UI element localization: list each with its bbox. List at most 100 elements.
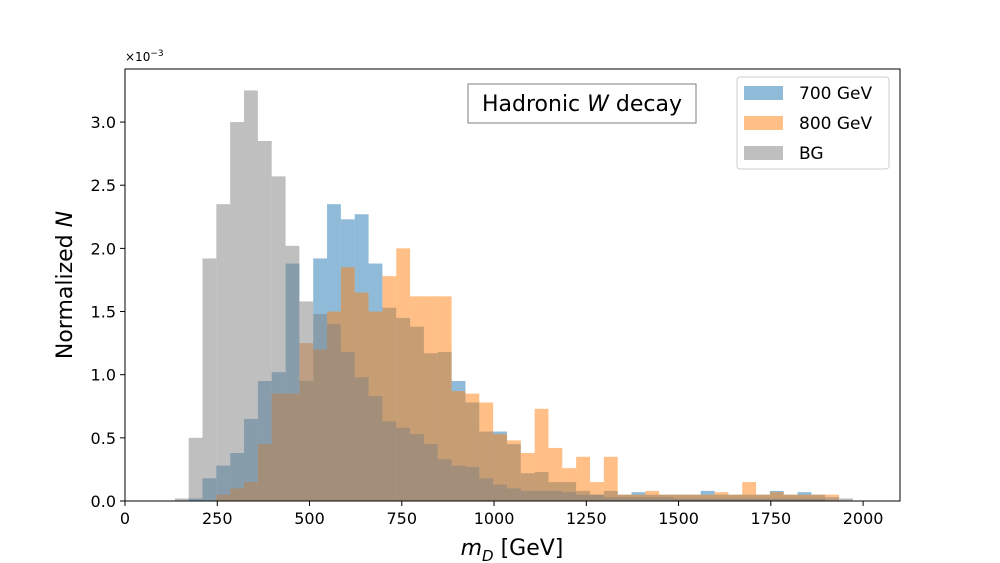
histogram-bar	[465, 466, 480, 501]
histogram-bar	[797, 498, 812, 501]
histogram-bar	[728, 498, 743, 501]
legend-swatch	[744, 146, 783, 160]
annotation-box: Hadronic W decay	[467, 83, 697, 124]
histogram-bar	[285, 245, 300, 501]
histogram-bar	[756, 494, 770, 501]
histogram-bar	[783, 498, 798, 501]
legend-label: 700 GeV	[799, 84, 872, 104]
histogram-bar	[244, 90, 258, 501]
histogram-bar	[174, 498, 189, 501]
histogram-bar	[340, 351, 355, 501]
x-tick-label: 500	[294, 509, 325, 528]
annotation-frame	[467, 83, 697, 124]
y-offset-label: ×10−3	[125, 49, 164, 64]
histogram-bar	[645, 497, 660, 501]
histogram-bar	[673, 494, 687, 501]
histogram-bar	[534, 408, 549, 501]
y-tick-label: 0.5	[91, 429, 116, 448]
histogram-bar	[673, 498, 687, 501]
y-tick-label: 2.5	[91, 176, 116, 195]
histogram-bar	[769, 492, 784, 501]
histogram-bar	[576, 456, 590, 501]
plot-frame	[124, 68, 901, 502]
histogram-bar	[603, 497, 618, 501]
histogram-bar	[520, 453, 535, 501]
histogram-bar	[493, 484, 507, 501]
histogram-bar	[271, 176, 286, 501]
y-axis-label: Normalized N	[53, 211, 78, 359]
legend-swatch	[744, 86, 783, 100]
histogram-bar	[216, 204, 231, 501]
histogram-bar	[423, 444, 438, 501]
histogram-bar	[700, 498, 715, 501]
histogram-bar	[382, 421, 397, 501]
histogram-bar	[562, 492, 577, 501]
histogram-bar	[714, 498, 729, 501]
histogram-bar	[548, 490, 563, 501]
x-tick-label: 0	[120, 509, 130, 528]
x-tick-label: 1250	[566, 509, 607, 528]
histogram-bar	[548, 447, 563, 501]
histogram-bar	[520, 490, 535, 501]
histogram-bar	[410, 434, 424, 501]
histogram-bar	[202, 258, 217, 501]
histogram-bar	[479, 402, 494, 501]
histogram-bar	[368, 396, 383, 501]
histogram-bar	[188, 437, 203, 501]
bars-layer	[174, 90, 853, 502]
y-tick-label: 3.0	[91, 113, 116, 132]
histogram-bar	[811, 494, 826, 501]
histogram-bar	[686, 498, 701, 501]
histogram-bar	[437, 296, 452, 501]
histogram-bar	[783, 494, 798, 501]
histogram-bar	[825, 497, 840, 501]
x-tick-label: 2000	[843, 509, 884, 528]
histogram-bar	[631, 497, 646, 501]
x-axis: 0 250 500 750 1000 1250 1500 1750 2000	[120, 501, 884, 528]
histogram-bar	[617, 497, 632, 501]
histogram-bar	[534, 490, 549, 501]
x-tick-label: 250	[202, 509, 233, 528]
histogram-bar	[327, 324, 341, 501]
x-axis-label: mD [GeV]	[461, 536, 564, 563]
histogram-bar	[506, 488, 521, 501]
histogram-bar	[493, 434, 507, 501]
histogram-bar	[396, 427, 411, 501]
histogram-bar	[728, 494, 743, 501]
histogram-bar	[479, 478, 494, 501]
histogram-bar	[506, 440, 521, 501]
y-tick-label: 2.0	[91, 239, 116, 258]
histogram-bar	[451, 465, 466, 501]
y-axis: 0.0 0.5 1.0 1.5 2.0 2.5 3.0	[91, 113, 125, 511]
annotation-text: Hadronic W decay	[482, 92, 682, 117]
histogram-bar	[354, 377, 369, 501]
legend-swatch	[744, 116, 783, 130]
legend-label: BG	[799, 144, 824, 164]
x-tick-label: 750	[387, 509, 418, 528]
series-3-bars	[174, 90, 853, 502]
histogram-bar	[659, 497, 674, 501]
histogram-bar	[576, 494, 590, 501]
histogram-bar	[756, 498, 770, 501]
histogram-bar	[299, 301, 314, 501]
x-tick-label: 1500	[658, 509, 699, 528]
histogram-bar	[700, 494, 715, 501]
x-tick-label: 1000	[474, 509, 515, 528]
histogram-bar	[313, 314, 328, 501]
histogram-bar	[769, 498, 784, 501]
x-tick-label: 1750	[750, 509, 791, 528]
y-tick-label: 0.0	[91, 492, 116, 511]
histogram-bar	[590, 494, 604, 501]
histogram-bar	[257, 141, 272, 501]
legend-label: 800 GeV	[799, 114, 872, 134]
legend: 700 GeV 800 GeV BG	[736, 76, 890, 170]
histogram-bar	[645, 490, 660, 501]
histogram-bar	[603, 456, 618, 501]
y-tick-label: 1.5	[91, 303, 116, 322]
histogram-bar	[742, 498, 757, 501]
histogram-bar	[230, 122, 245, 502]
histogram-bar	[797, 494, 812, 501]
histogram-bar	[686, 494, 701, 501]
histogram-bar	[811, 498, 826, 501]
